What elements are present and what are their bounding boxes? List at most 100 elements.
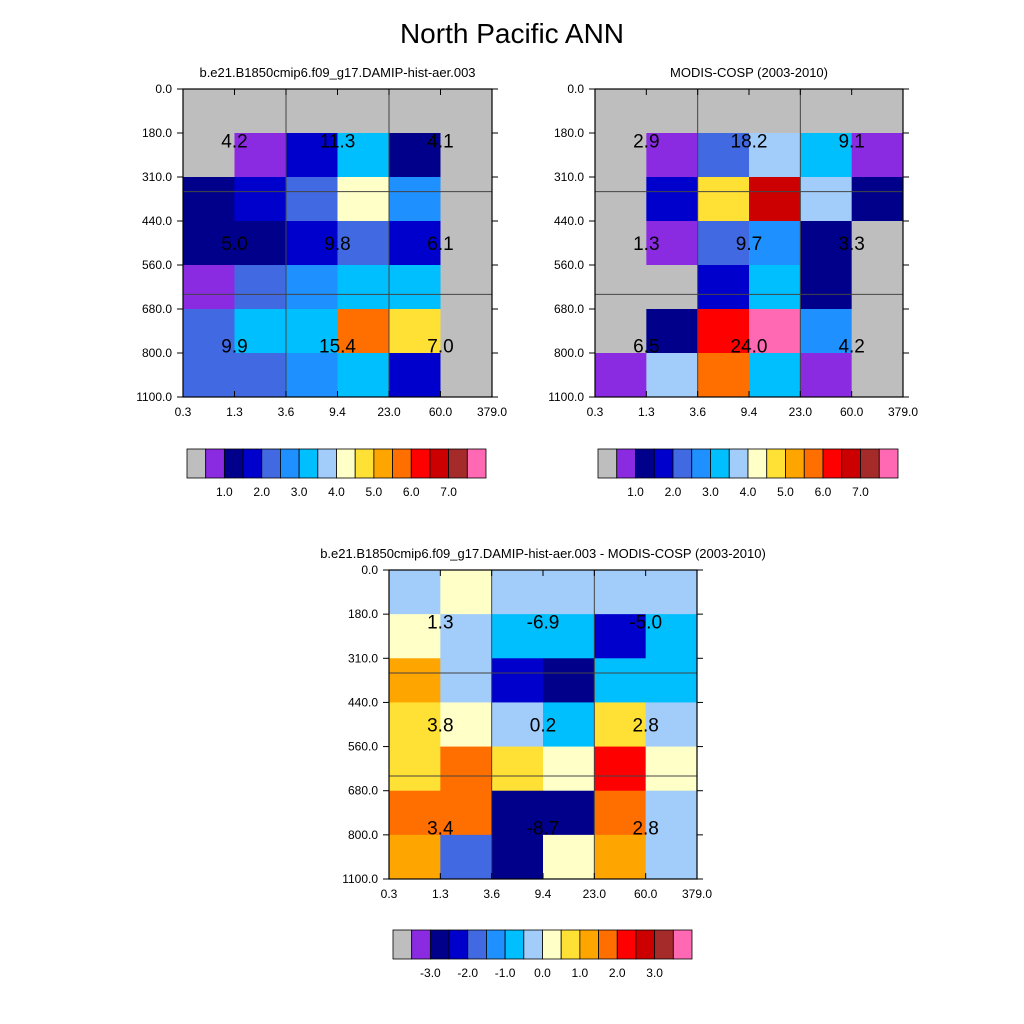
y-tick-label: 800.0 [348, 828, 378, 842]
heatmap-cell [286, 177, 338, 222]
heatmap-cell [440, 309, 493, 354]
heatmap-cell [337, 265, 390, 310]
colorbar-swatch [803, 448, 824, 479]
colorbar-swatch [467, 929, 487, 960]
colorbar-swatch [429, 448, 450, 479]
heatmap-cell [491, 790, 544, 836]
colorbar-label: 7.0 [440, 485, 457, 499]
heatmap-cell [749, 133, 801, 178]
heatmap-cell [389, 614, 441, 659]
box-value-label: 3.8 [427, 716, 453, 737]
heatmap-cell [491, 746, 544, 792]
y-tick-label: 180.0 [142, 126, 172, 140]
heatmap-cell [697, 133, 750, 178]
heatmap-cell [234, 133, 287, 178]
colorbar-label: 1.0 [627, 485, 644, 499]
colorbar-swatch [373, 448, 393, 479]
heatmap-cell [595, 353, 647, 398]
y-tick-label: 800.0 [142, 346, 172, 360]
colorbar-label: 2.0 [609, 966, 626, 980]
colorbar: 1.0 2.0 3.0 4.0 5.0 6.0 7.0 [186, 448, 487, 499]
x-tick-label: 23.0 [583, 887, 607, 901]
colorbar-swatch [429, 929, 450, 960]
panel-title: b.e21.B1850cmip6.f09_g17.DAMIP-hist-aer.… [199, 65, 475, 80]
heatmap-cell [234, 309, 287, 354]
colorbar-label: -3.0 [420, 966, 441, 980]
heatmap-cell [183, 265, 235, 310]
heatmap-cell [389, 133, 441, 178]
y-tick-label: 680.0 [348, 784, 378, 798]
colorbar-swatch [410, 448, 431, 479]
heatmap-cell [697, 177, 750, 222]
box-value-label: 11.3 [320, 131, 356, 152]
x-tick-label: 60.0 [840, 405, 864, 419]
box-value-label: 9.9 [221, 337, 247, 358]
heatmap-cell [646, 265, 699, 310]
heatmap-cell [389, 265, 441, 310]
heatmap-cell [389, 702, 441, 748]
heatmap-cell [440, 133, 493, 178]
heatmap-cell [645, 658, 698, 703]
colorbar-swatch [448, 448, 468, 479]
heatmap-cell [800, 177, 853, 222]
heatmap-cell [749, 89, 801, 134]
heatmap-cell [286, 221, 338, 266]
heatmap-cell [234, 89, 287, 134]
heatmap-cell [183, 89, 235, 134]
heatmap-cell [440, 702, 493, 748]
heatmap-cell [491, 614, 544, 659]
heatmap-cell [491, 570, 544, 615]
colorbar-swatch [616, 929, 637, 960]
heatmap-cell [595, 177, 647, 222]
heatmap-cell [389, 834, 441, 880]
colorbar-label: 6.0 [403, 485, 420, 499]
heatmap-panel-3: b.e21.B1850cmip6.f09_g17.DAMIP-hist-aer.… [320, 546, 766, 980]
colorbar-swatch [354, 448, 375, 479]
heatmap-cell [543, 614, 595, 659]
colorbar-swatch [486, 929, 506, 960]
box-value-label: -6.9 [527, 613, 560, 634]
colorbar-swatch [392, 448, 412, 479]
heatmap-cell [594, 570, 647, 615]
colorbar-swatch [280, 448, 300, 479]
heatmap-cell [543, 570, 595, 615]
heatmap-cell [646, 309, 699, 354]
heatmap-cell [337, 89, 390, 134]
heatmap-cell [697, 89, 750, 134]
y-tick-label: 1100.0 [548, 390, 584, 404]
heatmap-cell [851, 265, 904, 310]
y-tick-label: 0.0 [361, 563, 378, 577]
heatmap-cell [645, 614, 698, 659]
colorbar-label: 3.0 [646, 966, 663, 980]
heatmap-cell [594, 614, 647, 659]
x-tick-label: 0.3 [381, 887, 398, 901]
y-tick-label: 310.0 [142, 170, 172, 184]
y-tick-label: 310.0 [348, 651, 378, 665]
y-tick-label: 440.0 [348, 695, 378, 709]
heatmap-cell [645, 834, 698, 880]
colorbar-label: 4.0 [328, 485, 345, 499]
y-tick-label: 180.0 [554, 126, 584, 140]
y-tick-label: 800.0 [554, 346, 584, 360]
colorbar-label: 4.0 [740, 485, 757, 499]
colorbar-label: 3.0 [291, 485, 308, 499]
x-tick-label: 0.3 [587, 405, 604, 419]
x-tick-label: 3.6 [689, 405, 706, 419]
heatmap-cell [183, 221, 235, 266]
heatmap-panel-2: MODIS-COSP (2003-2010) 0.3 1.3 3.6 9.4 23.0 60… [548, 65, 918, 499]
heatmap-cell [440, 746, 493, 792]
heatmap-cell [337, 353, 390, 398]
x-tick-label: 3.6 [278, 405, 295, 419]
colorbar-label: -1.0 [495, 966, 516, 980]
colorbar-label: 1.0 [572, 966, 589, 980]
heatmap-cell [646, 133, 699, 178]
x-tick-label: 0.3 [175, 405, 192, 419]
colorbar-swatch [691, 448, 711, 479]
colorbar-swatch [747, 448, 768, 479]
box-value-label: 6.1 [427, 234, 453, 255]
x-tick-label: 23.0 [377, 405, 401, 419]
box-value-label: -8.7 [527, 819, 560, 840]
heatmap-cell [543, 746, 595, 792]
heatmap-cell [286, 309, 338, 354]
heatmap-cell [389, 746, 441, 792]
